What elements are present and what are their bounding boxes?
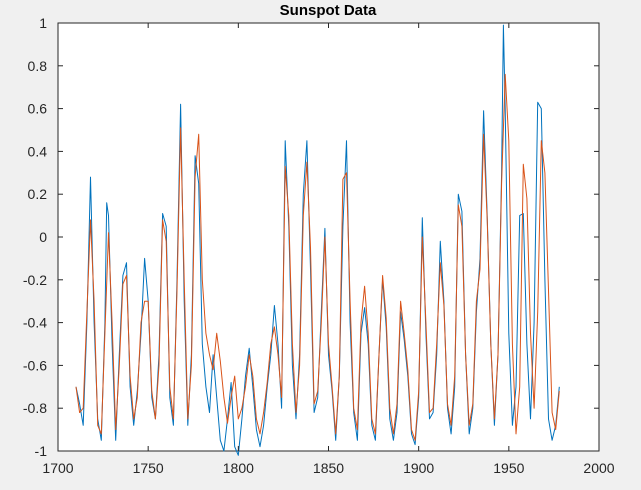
x-tick-label: 2000 [583, 460, 614, 476]
x-tick-label: 1700 [42, 460, 73, 476]
y-tick-label: -1 [35, 443, 48, 459]
y-tick-label: -0.8 [23, 400, 47, 416]
tick-layer: 1700 1750 1800 1850 1900 1950 2000 -1 -0.8 -0.6 -0… [23, 15, 615, 476]
plot-area [57, 22, 600, 452]
y-tick-label: 0.8 [28, 58, 48, 74]
y-tick-label: 0.4 [28, 143, 48, 159]
x-tick-label: 1950 [493, 460, 524, 476]
y-tick-label: 0.2 [28, 186, 48, 202]
y-tick-label: -0.4 [23, 315, 47, 331]
y-tick-label: 0.6 [28, 101, 48, 117]
chart-title: Sunspot Data [280, 2, 377, 19]
y-tick-label: -0.2 [23, 272, 47, 288]
y-tick-label: -0.6 [23, 357, 47, 373]
series-layer [75, 24, 560, 456]
series-line-2 [75, 73, 560, 441]
x-tick-label: 1800 [223, 460, 254, 476]
x-tick-label: 1850 [313, 460, 344, 476]
x-tick-label: 1900 [403, 460, 434, 476]
y-tick-label: 1 [39, 15, 47, 31]
x-tick-label: 1750 [133, 460, 164, 476]
y-tick-label: 0 [39, 229, 47, 245]
